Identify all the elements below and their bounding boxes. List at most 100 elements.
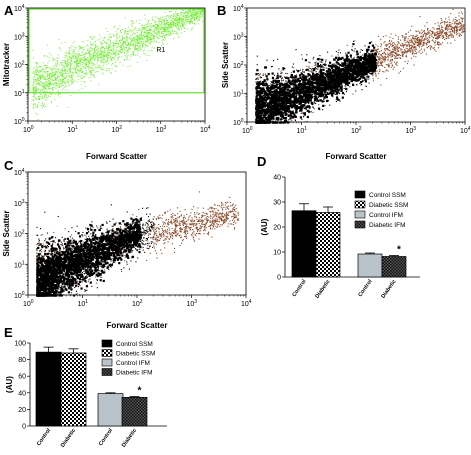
data-point [87,59,89,61]
data-point [80,68,82,69]
data-point [450,24,452,26]
data-point [91,57,93,59]
data-point [137,46,139,47]
data-point [430,30,432,32]
data-point [64,61,66,63]
data-point [96,56,98,58]
data-point [317,68,319,70]
data-point [420,36,422,38]
data-point [130,45,132,47]
data-point [48,70,50,72]
data-point [59,87,61,88]
data-point [62,62,64,64]
data-point [109,55,111,57]
data-point [77,70,79,72]
data-point [442,42,444,44]
data-point [436,36,438,38]
data-point [190,27,192,29]
data-point [451,26,453,28]
data-point [405,33,407,35]
data-point [119,39,121,41]
data-point [114,40,116,42]
data-point [389,51,391,53]
data-point [430,45,432,47]
data-point [65,66,67,68]
data-point [167,27,169,29]
data-point [147,32,149,34]
data-point [153,30,155,32]
data-point [60,81,62,83]
data-point [461,20,463,22]
data-point [105,48,107,50]
data-point [185,10,187,12]
gate-label: R1 [156,47,165,54]
data-point [381,52,383,54]
data-point [59,69,61,71]
data-point [397,47,399,49]
data-point [337,54,339,56]
data-point [425,35,427,37]
data-point [141,30,142,32]
data-point [161,36,163,38]
data-point [54,74,55,76]
data-point [138,37,140,39]
data-point [145,32,147,34]
data-point [164,30,166,32]
data-point [390,59,392,61]
data-point [366,78,368,80]
data-point [125,33,127,35]
data-point [372,75,374,77]
data-point [44,88,46,89]
data-point [113,33,115,35]
data-point [190,10,191,12]
data-point [158,20,160,22]
data-point [142,24,144,26]
data-point [391,65,394,67]
data-point [268,112,270,115]
data-point [139,39,140,41]
data-point [429,45,431,47]
data-point [414,40,416,42]
data-point [100,54,102,56]
data-point [267,113,269,115]
data-point [445,31,447,33]
data-point [126,44,128,46]
data-point [67,59,68,61]
data-point [427,28,429,30]
data-point [86,52,87,54]
data-point [81,78,83,80]
data-point [118,52,120,54]
data-point [380,63,382,65]
data-point [442,35,445,37]
data-point [406,51,408,53]
data-point [73,42,74,44]
data-point [125,43,127,45]
data-point [455,18,457,21]
data-point [69,57,71,58]
data-point [141,37,143,39]
data-point [422,35,425,37]
data-point [140,41,142,42]
data-point [162,27,164,29]
data-point [154,21,156,23]
data-point [389,60,391,62]
data-point [80,56,82,58]
data-point [397,38,399,40]
data-point [55,78,56,80]
data-point [94,48,96,50]
data-point [437,36,439,38]
data-point [117,53,119,55]
data-point [145,47,147,49]
data-point [66,82,68,84]
data-point [162,38,164,40]
data-point [107,51,109,53]
data-point [196,12,198,14]
data-point [55,72,57,74]
data-point [310,93,312,95]
data-point [101,46,103,48]
data-point [174,30,176,32]
data-point [35,91,37,93]
data-point [186,14,188,16]
data-point [79,76,81,78]
data-point [52,86,54,88]
